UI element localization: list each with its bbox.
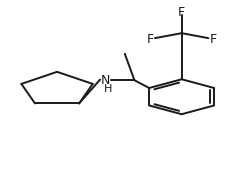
- Text: H: H: [104, 84, 113, 94]
- Text: F: F: [209, 33, 217, 46]
- Text: N: N: [101, 74, 110, 87]
- Text: F: F: [178, 6, 185, 19]
- Text: F: F: [147, 33, 154, 46]
